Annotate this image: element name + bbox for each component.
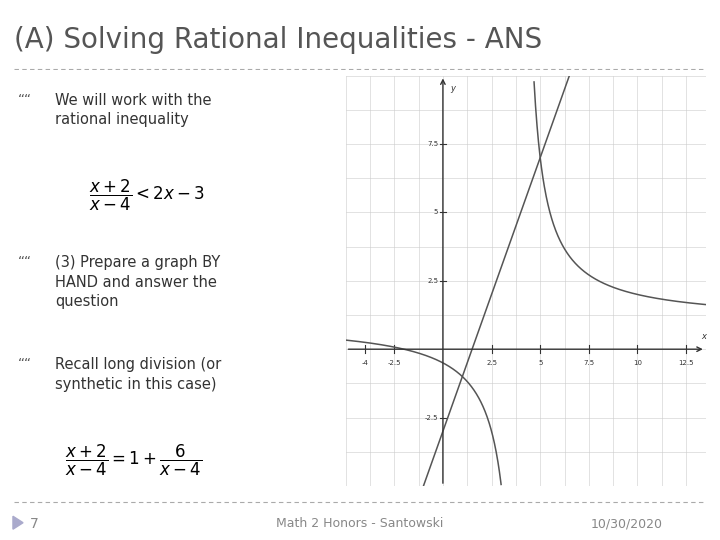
Text: 2.5: 2.5: [427, 278, 438, 284]
Text: 5: 5: [433, 210, 438, 215]
Text: 10/30/2020: 10/30/2020: [590, 517, 662, 530]
Text: 12.5: 12.5: [678, 360, 694, 366]
Text: $\dfrac{x+2}{x-4} = 1 + \dfrac{6}{x-4}$: $\dfrac{x+2}{x-4} = 1 + \dfrac{6}{x-4}$: [66, 442, 203, 478]
Text: -2.5: -2.5: [387, 360, 401, 366]
Text: (3) Prepare a graph BY
HAND and answer the
question: (3) Prepare a graph BY HAND and answer t…: [55, 255, 220, 309]
Text: ““: ““: [18, 255, 32, 269]
Text: y: y: [450, 84, 455, 93]
Text: (A) Solving Rational Inequalities - ANS: (A) Solving Rational Inequalities - ANS: [14, 25, 543, 53]
Text: $\dfrac{x+2}{x-4} < 2x-3$: $\dfrac{x+2}{x-4} < 2x-3$: [89, 178, 204, 213]
Text: Recall long division (or
synthetic in this case): Recall long division (or synthetic in th…: [55, 357, 221, 392]
Text: 7: 7: [30, 517, 39, 531]
Text: 7.5: 7.5: [583, 360, 595, 366]
Text: ““: ““: [18, 93, 32, 107]
Text: 10: 10: [633, 360, 642, 366]
Text: Math 2 Honors - Santowski: Math 2 Honors - Santowski: [276, 517, 444, 530]
Text: 2.5: 2.5: [486, 360, 497, 366]
Text: 5: 5: [538, 360, 542, 366]
Text: 7.5: 7.5: [427, 141, 438, 147]
Text: ““: ““: [18, 357, 32, 371]
Text: -2.5: -2.5: [425, 415, 438, 421]
Text: We will work with the
rational inequality: We will work with the rational inequalit…: [55, 93, 212, 127]
Text: x: x: [702, 332, 707, 341]
Text: -4: -4: [361, 360, 369, 366]
Polygon shape: [13, 516, 23, 529]
